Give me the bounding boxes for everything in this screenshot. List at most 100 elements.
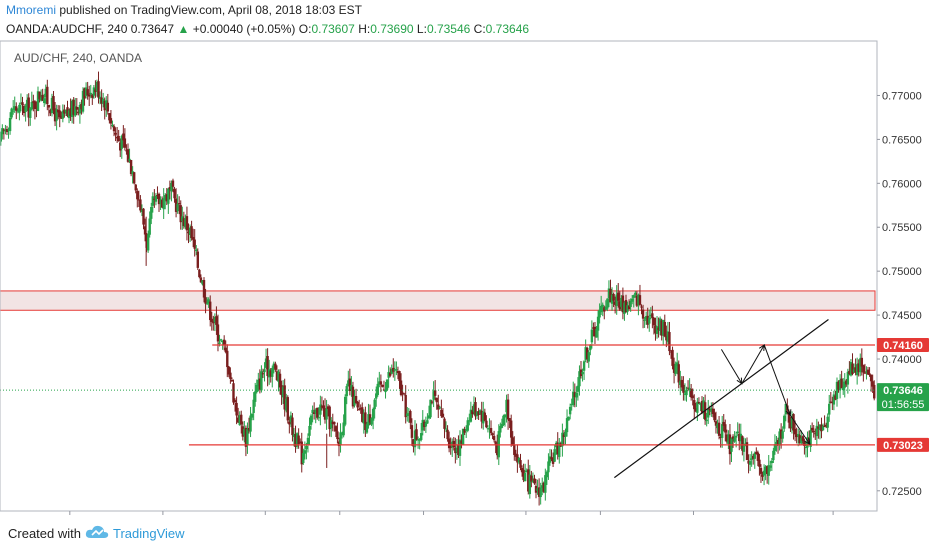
candle-body[interactable] [126, 149, 130, 162]
candle-body[interactable] [247, 427, 251, 431]
candle-body[interactable] [612, 294, 615, 301]
candle-body[interactable] [92, 87, 96, 96]
candle-body[interactable] [475, 411, 479, 416]
candle-body[interactable] [683, 393, 687, 395]
candle-body[interactable] [202, 280, 206, 298]
candle-body[interactable] [184, 218, 187, 228]
candle-body[interactable] [388, 372, 392, 376]
candle-body[interactable] [264, 358, 268, 368]
candle-body[interactable] [443, 418, 446, 429]
candle-body[interactable] [129, 159, 133, 175]
candle-body[interactable] [665, 336, 668, 341]
candle-body[interactable] [617, 292, 620, 301]
candle-body[interactable] [117, 135, 120, 142]
candle-body[interactable] [47, 104, 51, 108]
candle-body[interactable] [831, 401, 834, 403]
candle-body[interactable] [238, 415, 241, 426]
candle-body[interactable] [114, 132, 117, 135]
candle-body[interactable] [424, 422, 428, 427]
candle-body[interactable] [748, 461, 752, 465]
candle-body[interactable] [623, 302, 626, 314]
candle-body[interactable] [553, 449, 556, 462]
candle-body[interactable] [240, 414, 243, 425]
candle-body[interactable] [705, 419, 708, 422]
candle-body[interactable] [171, 180, 175, 187]
candle-body[interactable] [119, 142, 122, 151]
candle-body[interactable] [541, 485, 544, 489]
candle-body[interactable] [468, 420, 471, 422]
candle-body[interactable] [407, 413, 410, 415]
candle-body[interactable] [440, 409, 443, 417]
candle-body[interactable] [714, 421, 718, 426]
candle-body[interactable] [496, 444, 499, 456]
candle-body[interactable] [447, 438, 451, 449]
candle-body[interactable] [328, 406, 331, 430]
candle-body[interactable] [162, 198, 165, 210]
candle-body[interactable] [654, 325, 657, 334]
candle-body[interactable] [257, 379, 260, 387]
candle-body[interactable] [232, 383, 235, 403]
candle-body[interactable] [804, 447, 808, 449]
candle-body[interactable] [674, 363, 677, 374]
candle-body[interactable] [193, 239, 196, 249]
candle-body[interactable] [457, 445, 460, 456]
candle-body[interactable] [534, 485, 538, 493]
candle-body[interactable] [263, 369, 266, 373]
candle-body[interactable] [100, 97, 103, 104]
candle-body[interactable] [280, 385, 283, 396]
candle-body[interactable] [835, 381, 839, 399]
candle-body[interactable] [606, 298, 609, 309]
candle-body[interactable] [609, 288, 612, 303]
candle-body[interactable] [340, 432, 344, 434]
candle-body[interactable] [494, 441, 497, 445]
candle-body[interactable] [0, 132, 2, 142]
candle-body[interactable] [399, 380, 403, 396]
candle-body[interactable] [165, 194, 168, 202]
candle-body[interactable] [27, 97, 30, 118]
candle-body[interactable] [382, 389, 386, 391]
candle-body[interactable] [373, 399, 376, 410]
candle-body[interactable] [72, 99, 75, 115]
candle-body[interactable] [578, 371, 581, 387]
candle-body[interactable] [798, 435, 801, 444]
candle-body[interactable] [196, 251, 200, 268]
candle-body[interactable] [525, 470, 528, 473]
candle-body[interactable] [95, 82, 99, 92]
candle-body[interactable] [435, 397, 438, 403]
candle-body[interactable] [694, 407, 698, 412]
candle-body[interactable] [218, 342, 221, 345]
candle-body[interactable] [271, 367, 274, 377]
candle-body[interactable] [229, 372, 232, 379]
candle-body[interactable] [351, 386, 355, 407]
candle-body[interactable] [769, 465, 772, 468]
candle-body[interactable] [823, 425, 826, 427]
candle-body[interactable] [430, 401, 434, 403]
candle-body[interactable] [465, 429, 468, 431]
candle-body[interactable] [579, 369, 583, 377]
candle-body[interactable] [142, 208, 145, 225]
candle-body[interactable] [517, 457, 521, 463]
candle-body[interactable] [303, 450, 307, 454]
candle-body[interactable] [478, 410, 482, 414]
candle-body[interactable] [738, 433, 741, 442]
candle-body[interactable] [516, 454, 519, 463]
candle-body[interactable] [868, 373, 871, 376]
candle-body[interactable] [668, 332, 671, 352]
candle-body[interactable] [336, 431, 339, 440]
candle-body[interactable] [49, 110, 52, 114]
candle-body[interactable] [216, 324, 220, 342]
candle-body[interactable] [497, 431, 500, 458]
candle-body[interactable] [455, 447, 459, 452]
candle-body[interactable] [764, 466, 767, 473]
candle-body[interactable] [309, 415, 313, 425]
candle-body[interactable] [146, 234, 150, 251]
candle-body[interactable] [483, 412, 487, 421]
candle-body[interactable] [486, 428, 490, 430]
candle-body[interactable] [84, 87, 88, 97]
candle-body[interactable] [379, 381, 383, 385]
candle-body[interactable] [111, 124, 114, 127]
candle-body[interactable] [857, 363, 860, 372]
candle-body[interactable] [86, 89, 89, 96]
candle-body[interactable] [410, 425, 414, 438]
candle-body[interactable] [713, 412, 716, 421]
